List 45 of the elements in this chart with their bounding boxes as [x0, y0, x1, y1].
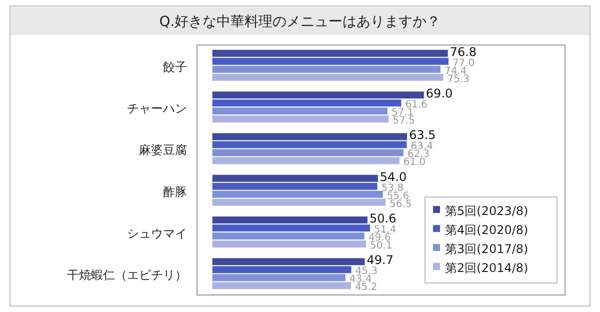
bar [212, 216, 368, 224]
bar [212, 174, 378, 182]
legend-label: 第5回(2023/8) [445, 204, 528, 218]
bar [212, 224, 370, 232]
y-tick-label: 餃子 [163, 60, 187, 74]
bar [212, 198, 386, 206]
bar [212, 258, 365, 266]
y-tick-label: 酢豚 [163, 184, 187, 199]
y-tick-label: チャーハン [127, 102, 187, 116]
legend-label: 第2回(2014/8) [445, 261, 528, 275]
bar [212, 232, 364, 240]
bar [212, 157, 400, 164]
bar [212, 274, 346, 282]
data-label: 76.8 [450, 44, 477, 59]
y-tick-label: 干焼蝦仁（エビチリ） [67, 268, 187, 282]
bar [212, 182, 378, 190]
data-label: 50.6 [370, 212, 396, 226]
data-label: 49.7 [366, 253, 394, 268]
data-label: 75.3 [447, 74, 470, 85]
bar [212, 116, 389, 122]
bar [212, 108, 388, 114]
chart-title: Q.好きな中華料理のメニューはありますか？ [159, 14, 441, 30]
data-label: 69.0 [426, 86, 453, 100]
y-tick-label: シュウマイ [127, 226, 187, 240]
data-label: 63.5 [409, 128, 436, 142]
bar [212, 266, 352, 274]
bar [212, 240, 366, 248]
bar [212, 190, 383, 198]
bar [212, 100, 402, 106]
bar [212, 282, 351, 290]
data-label: 57.5 [392, 116, 415, 126]
data-label: 54.0 [380, 170, 407, 184]
legend-label: 第4回(2020/8) [445, 223, 528, 237]
bar [212, 66, 440, 73]
bar [212, 149, 404, 156]
data-label: 56.5 [390, 198, 412, 210]
bar [212, 141, 407, 148]
bar [212, 74, 444, 81]
bar [212, 92, 424, 98]
bar [212, 58, 448, 65]
bar [212, 50, 448, 57]
y-tick-label: 麻婆豆腐 [139, 143, 187, 158]
legend-label: 第3回(2017/8) [445, 242, 528, 256]
bar [212, 133, 408, 140]
data-label: 50.1 [370, 240, 392, 252]
